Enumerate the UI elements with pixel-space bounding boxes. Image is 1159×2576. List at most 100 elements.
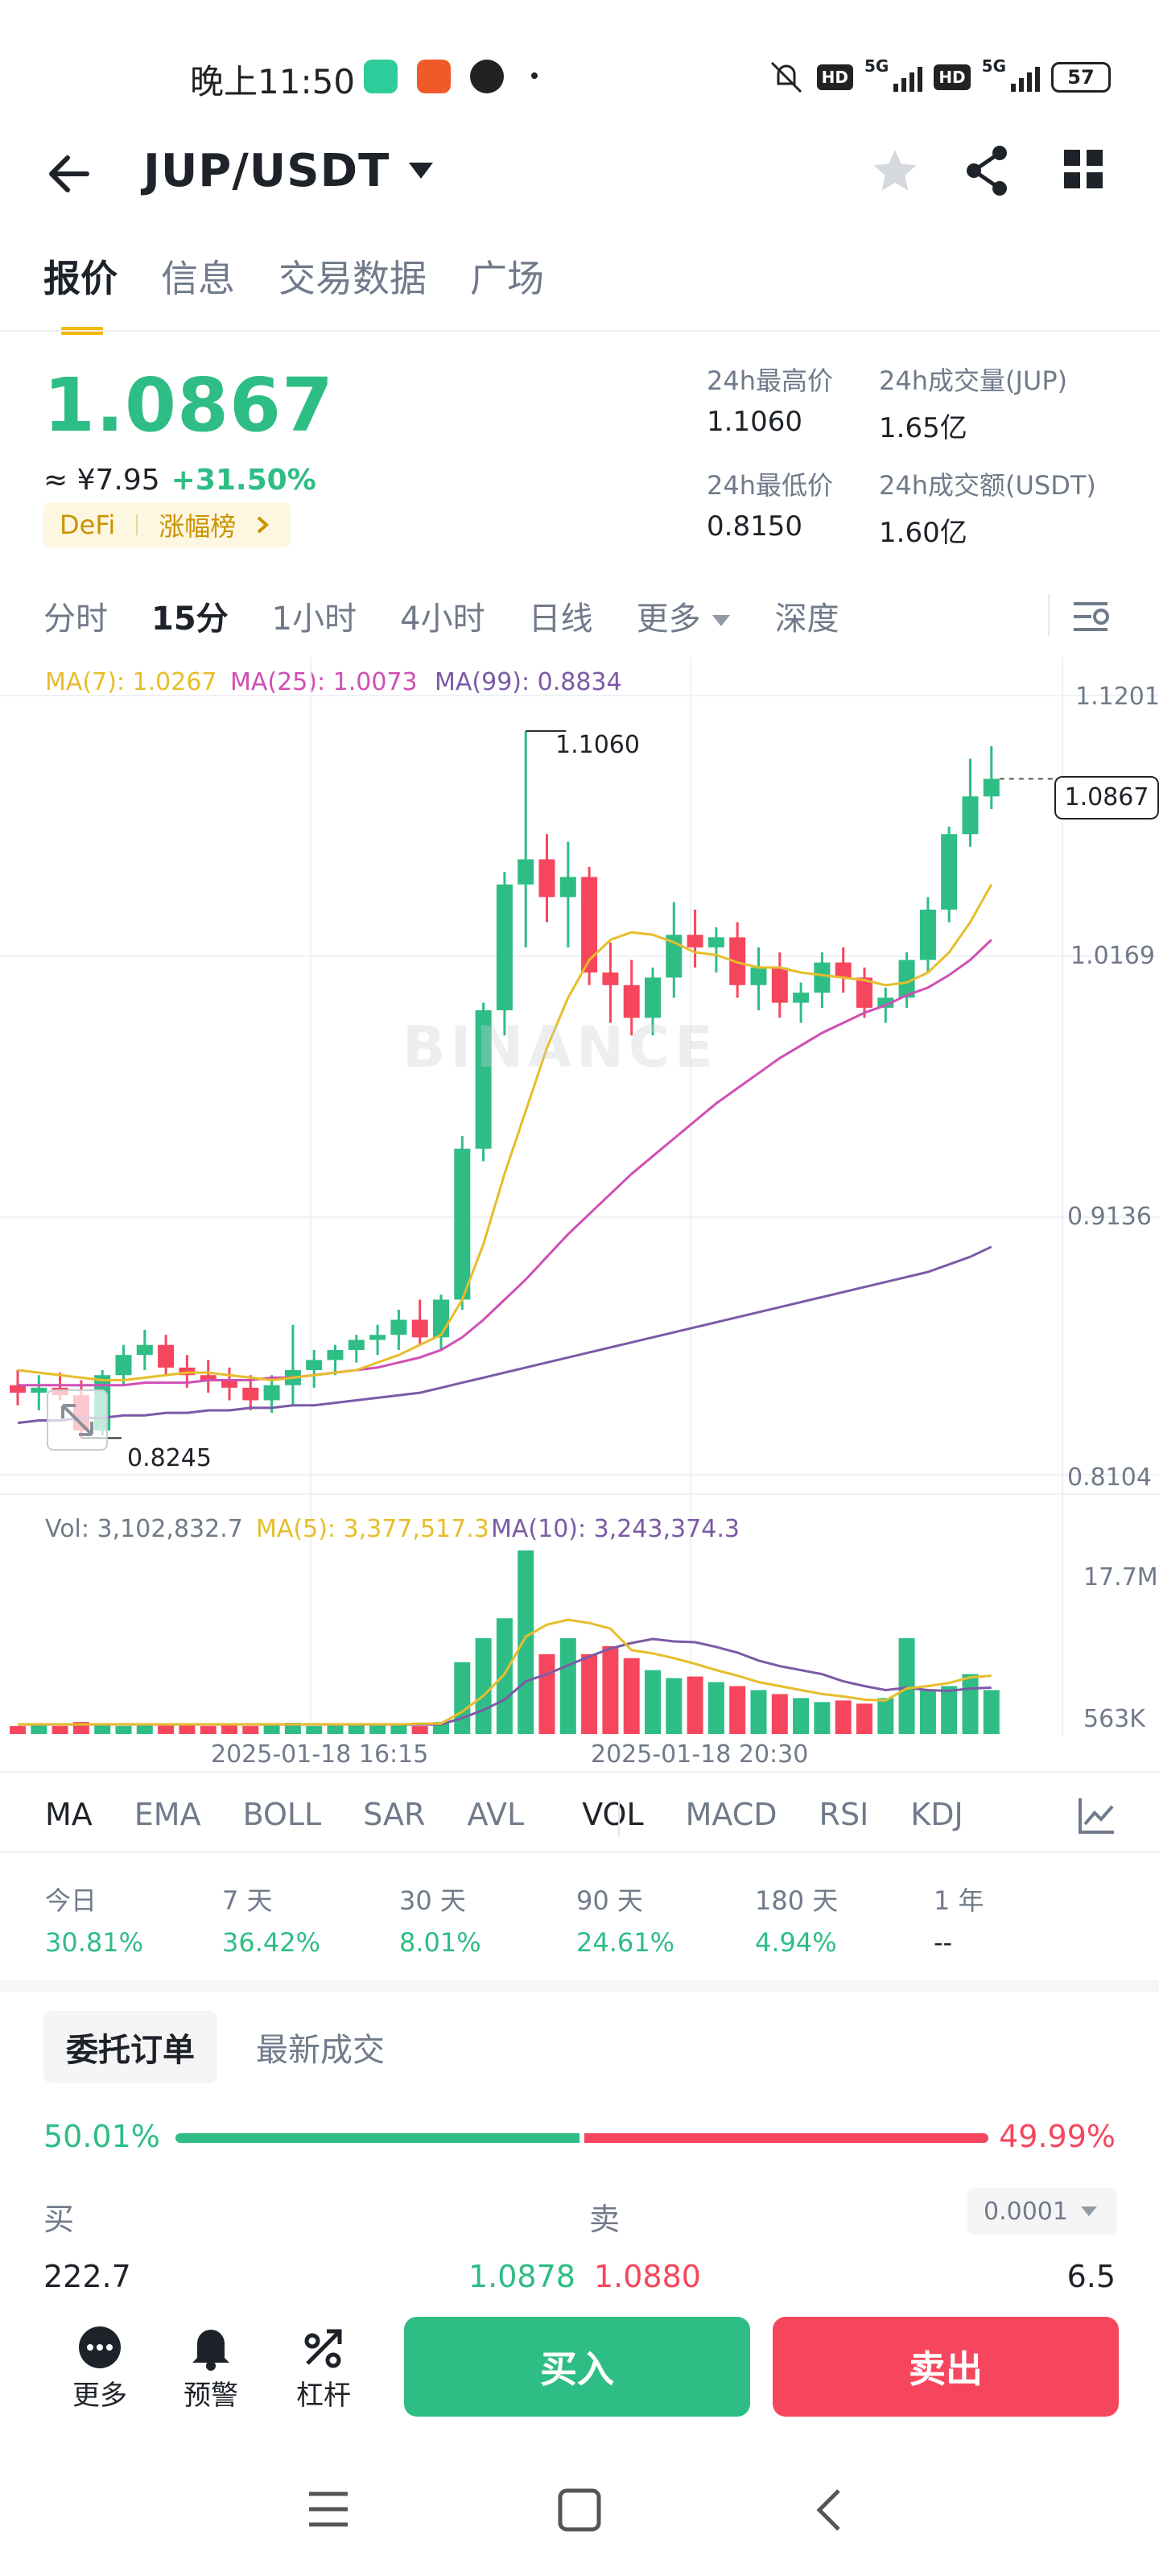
indicator-macd[interactable]: MACD (685, 1797, 777, 1832)
favorite-star-icon[interactable] (871, 147, 919, 195)
volume-value: 1.65亿 (879, 412, 967, 444)
tab-info[interactable]: 信息 (161, 257, 235, 300)
candle-body (750, 967, 767, 985)
indicator-sar[interactable]: SAR (363, 1797, 426, 1832)
interval-1d[interactable]: 日线 (528, 601, 593, 638)
more-button[interactable]: 更多 (68, 2322, 132, 2413)
interval-4h[interactable]: 4小时 (400, 601, 485, 638)
volume-bar (983, 1690, 1000, 1734)
tab-trading-data[interactable]: 交易数据 (278, 257, 427, 300)
volume-bar (602, 1645, 619, 1734)
indicator-boll[interactable]: BOLL (242, 1797, 322, 1832)
back-nav-icon[interactable] (813, 2486, 845, 2534)
alert-button[interactable]: 预警 (179, 2322, 243, 2413)
home-nav-icon[interactable] (557, 2487, 602, 2533)
volume-bar (814, 1702, 831, 1734)
candle-body (390, 1319, 407, 1335)
interval-more[interactable]: 更多 (637, 592, 732, 639)
indicator-avl[interactable]: AVL (467, 1797, 525, 1832)
network-type: 5G (864, 56, 889, 76)
buy-button[interactable]: 买入 (404, 2317, 750, 2417)
indicator-kdj[interactable]: KDJ (910, 1797, 963, 1832)
leverage-label: 杠杆 (296, 2380, 351, 2412)
indicator-ema[interactable]: EMA (134, 1797, 201, 1832)
perf-label-180d: 180 天 (755, 1885, 839, 1916)
volume-bar (327, 1724, 344, 1734)
tab-square[interactable]: 广场 (470, 257, 544, 300)
signal-icon (893, 63, 923, 92)
interval-more-label: 更多 (636, 601, 701, 638)
candle-body (919, 909, 936, 960)
volume-bar (115, 1726, 132, 1734)
tag-sector[interactable]: DeFi (60, 510, 116, 540)
volume-bar (179, 1724, 196, 1734)
volume-bar (411, 1726, 428, 1734)
candle-body (10, 1385, 26, 1393)
bid-price: 1.0878 (468, 2259, 575, 2294)
perf-label-today: 今日 (45, 1885, 97, 1916)
tag-rank[interactable]: 涨幅榜 (159, 511, 237, 542)
price-change: +31.50% (171, 464, 316, 497)
candle-body (221, 1380, 237, 1388)
chart-settings-icon[interactable] (1070, 599, 1114, 634)
candle-body (115, 1355, 132, 1376)
perf-value-30d: 8.01% (399, 1927, 481, 1958)
sell-ratio-bar (584, 2133, 988, 2143)
percent-arrow-icon (304, 2329, 342, 2368)
candles (10, 731, 1000, 1439)
back-arrow-icon[interactable] (45, 151, 93, 196)
pair-selector[interactable]: JUP/USDT (143, 145, 390, 197)
vol-ma10-legend: MA(10): 3,243,374.3 (491, 1515, 740, 1543)
indicator-rsi[interactable]: RSI (819, 1797, 869, 1832)
tag-chips[interactable]: DeFi 涨幅榜 (43, 502, 291, 547)
perf-value-180d: 4.94% (755, 1927, 837, 1958)
interval-depth[interactable]: 深度 (774, 601, 839, 638)
ma25-legend: MA(25): 1.0073 (230, 668, 418, 696)
app-header: JUP/USDT (0, 129, 1159, 217)
candle-body (496, 884, 513, 1011)
candle-body (602, 972, 619, 985)
candle-body (158, 1344, 175, 1368)
indicator-ma[interactable]: MA (45, 1797, 93, 1832)
candle-body (898, 960, 915, 998)
volume-label: 24h成交量(JUP) (879, 365, 1068, 396)
interval-15m[interactable]: 15分 (151, 601, 229, 638)
caret-down-icon[interactable] (407, 161, 435, 180)
hd-badge: HD (816, 64, 853, 90)
expand-chart-icon[interactable] (47, 1389, 108, 1451)
chart-tools-icon[interactable] (1075, 1795, 1117, 1837)
divider (1048, 594, 1050, 636)
more-notifications-icon (531, 72, 538, 79)
leverage-button[interactable]: 杠杆 (291, 2322, 356, 2413)
volume-bar (306, 1726, 323, 1734)
tab-quote[interactable]: 报价 (43, 250, 118, 335)
sell-button[interactable]: 卖出 (773, 2317, 1119, 2417)
app-notification-icon (364, 60, 398, 93)
volume-bar (390, 1724, 407, 1734)
candlestick-chart[interactable] (0, 657, 1159, 1768)
low-value: 0.8150 (707, 510, 802, 543)
share-icon[interactable] (964, 145, 1009, 196)
candle-body (538, 859, 555, 898)
indicator-vol[interactable]: VOL (582, 1797, 644, 1832)
precision-select[interactable]: 0.0001 (967, 2188, 1117, 2235)
candle-body (645, 977, 661, 1018)
candle-body (941, 834, 958, 910)
volume-bar (687, 1676, 703, 1734)
divider (0, 1852, 1159, 1853)
volume-bar (94, 1724, 111, 1734)
interval-selector: 分时 15分 1小时 4小时 日线 更多 深度 (43, 592, 839, 639)
menu-nav-icon[interactable] (306, 2489, 351, 2529)
tab-recent-trades[interactable]: 最新成交 (256, 2032, 385, 2069)
volume-bar (496, 1618, 513, 1734)
fade-overlay (1011, 1787, 1159, 1852)
tab-order-book[interactable]: 委托订单 (43, 2011, 217, 2083)
x-tick: 2025-01-18 16:15 (211, 1740, 429, 1769)
vol-tick: 563K (1083, 1705, 1145, 1733)
candle-body (983, 778, 1000, 797)
interval-time[interactable]: 分时 (43, 601, 108, 638)
interval-1h[interactable]: 1小时 (271, 601, 357, 638)
high-value: 1.1060 (707, 406, 802, 438)
layout-grid-icon[interactable] (1062, 148, 1104, 190)
volume-bar (919, 1690, 936, 1734)
